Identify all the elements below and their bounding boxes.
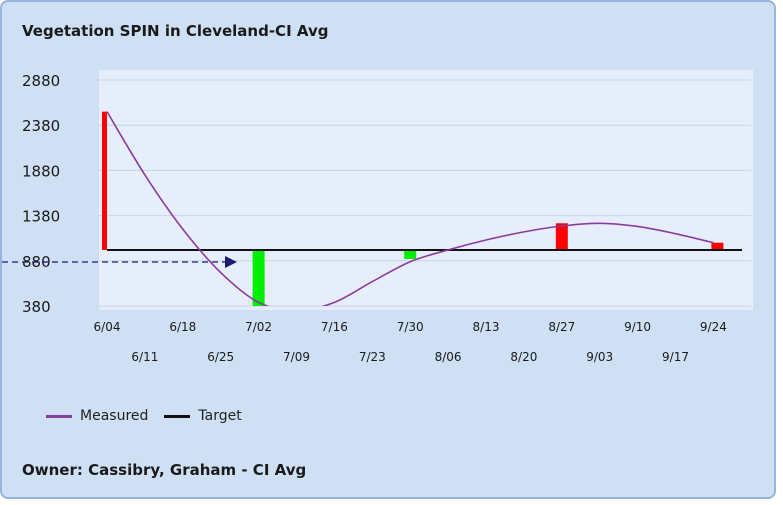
legend-swatch-measured — [46, 414, 72, 418]
x-tick-label: 6/11 — [131, 350, 158, 364]
x-tick-label: 8/13 — [473, 320, 500, 334]
legend-item-target[interactable]: Target — [164, 408, 242, 424]
x-tick-label: 6/18 — [169, 320, 196, 334]
y-tick-label: 1380 — [22, 208, 60, 226]
plot-area — [99, 70, 753, 310]
x-tick-label: 8/27 — [548, 320, 575, 334]
y-tick-label: 2380 — [22, 117, 60, 135]
x-tick-label: 6/25 — [207, 350, 234, 364]
x-tick-label: 6/04 — [94, 320, 121, 334]
x-tick-label: 7/09 — [283, 350, 310, 364]
x-tick-label: 9/24 — [700, 320, 727, 334]
legend-swatch-target — [164, 414, 191, 418]
variance-bar — [711, 242, 724, 250]
x-tick-label: 7/30 — [397, 320, 424, 334]
owner-label: Owner: Cassibry, Graham - CI Avg — [22, 461, 307, 479]
legend-label-measured: Measured — [80, 408, 149, 424]
pointer-arrow-head — [225, 256, 237, 268]
y-tick-label: 380 — [22, 298, 51, 316]
chart-title: Vegetation SPIN in Cleveland-CI Avg — [22, 22, 329, 40]
y-tick-label: 2880 — [22, 72, 60, 90]
measured-line — [106, 111, 714, 306]
x-tick-label: 9/17 — [662, 350, 689, 364]
x-tick-label: 7/02 — [245, 320, 272, 334]
x-tick-label: 7/23 — [359, 350, 386, 364]
legend-item-measured[interactable]: Measured — [46, 408, 148, 424]
x-tick-label: 8/06 — [435, 350, 462, 364]
legend-label-target: Target — [198, 408, 242, 424]
variance-bar — [404, 249, 417, 259]
x-tick-label: 8/20 — [510, 350, 537, 364]
x-tick-label: 9/03 — [586, 350, 613, 364]
legend: Measured Target — [46, 408, 258, 424]
x-tick-label: 7/16 — [321, 320, 348, 334]
x-tick-label: 9/10 — [624, 320, 651, 334]
variance-bar — [252, 249, 265, 306]
variance-bar — [102, 111, 107, 250]
variance-bar — [555, 223, 568, 250]
y-tick-label: 1880 — [22, 162, 60, 180]
